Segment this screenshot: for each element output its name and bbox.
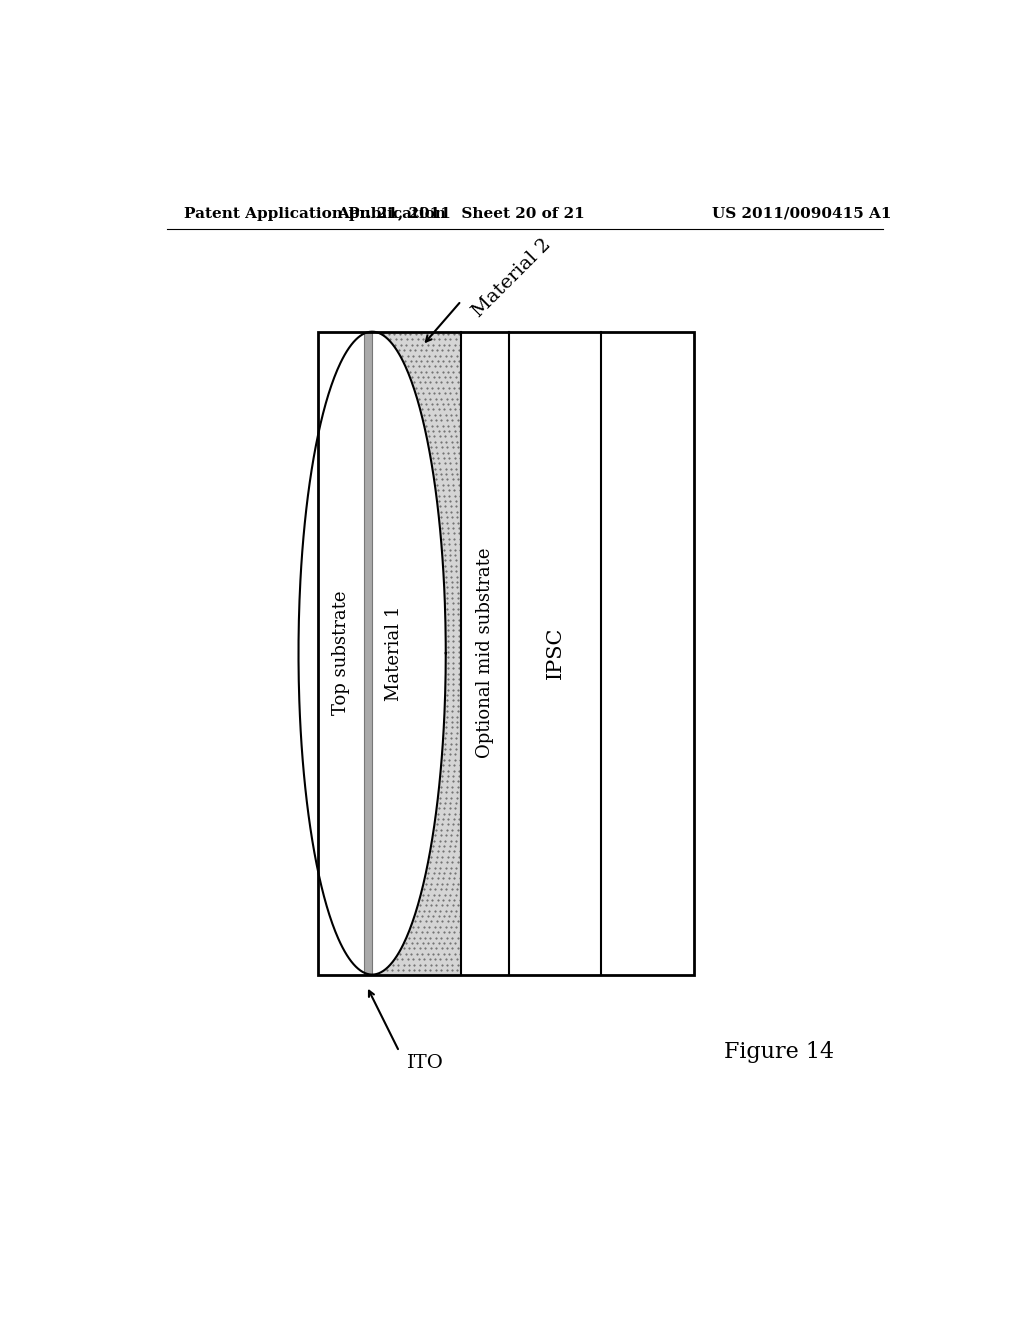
- Text: Apr. 21, 2011  Sheet 20 of 21: Apr. 21, 2011 Sheet 20 of 21: [337, 207, 585, 220]
- Text: IPSC: IPSC: [546, 627, 564, 680]
- Text: Material 1: Material 1: [385, 606, 402, 701]
- Text: Top substrate: Top substrate: [332, 591, 350, 715]
- Text: ITO: ITO: [407, 1055, 443, 1072]
- Text: Optional mid substrate: Optional mid substrate: [476, 548, 495, 759]
- Text: Material 2: Material 2: [469, 235, 554, 321]
- Text: US 2011/0090415 A1: US 2011/0090415 A1: [713, 207, 892, 220]
- Text: Figure 14: Figure 14: [724, 1040, 835, 1063]
- Text: Patent Application Publication: Patent Application Publication: [183, 207, 445, 220]
- Bar: [365, 331, 372, 974]
- Bar: [317, 331, 693, 974]
- Polygon shape: [372, 331, 461, 974]
